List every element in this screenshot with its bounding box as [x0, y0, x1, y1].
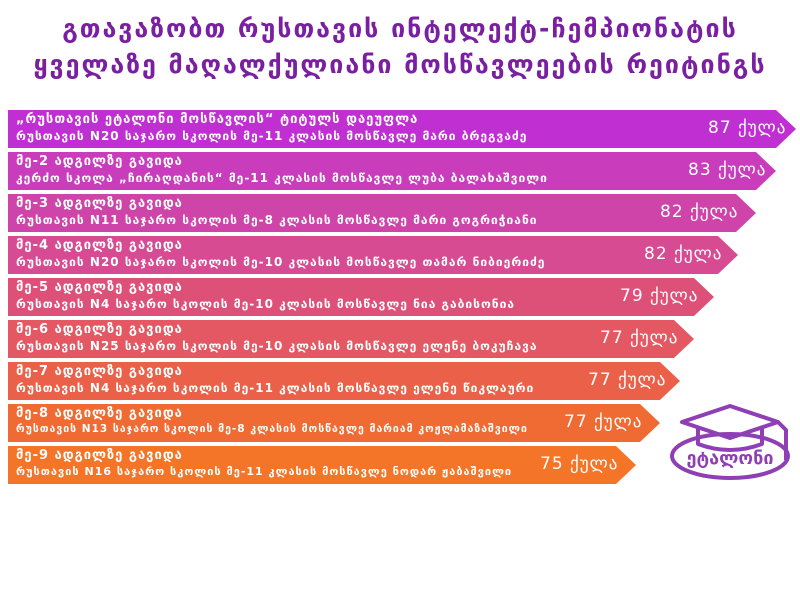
logo-text: ეტალონი — [687, 448, 774, 469]
ranking-student-description: რუსთავის N4 საჯარო სკოლის მე-10 კლასის მ… — [16, 297, 515, 311]
ranking-score: 77 ქულა — [588, 370, 667, 390]
ranking-row: მე-6 ადგილზე გავიდა რუსთავის N25 საჯარო ს… — [8, 320, 694, 358]
ranking-arrow-banner — [8, 110, 796, 148]
ranking-place-label: მე-9 ადგილზე გავიდა — [16, 448, 183, 463]
ranking-student-description: რუსთავის N20 საჯარო სკოლის მე-10 კლასის … — [16, 255, 546, 269]
ranking-score: 77 ქულა — [564, 412, 643, 432]
page-title-line-1: გთავაზობთ რუსთავის ინტელექტ-ჩემპიონატის — [62, 14, 738, 43]
ranking-student-description: რუსთავის N4 საჯარო სკოლის მე-11 კლასის მ… — [16, 381, 535, 395]
ranking-row: მე-8 ადგილზე გავიდა რუსთავის N13 საჯარო ს… — [8, 404, 660, 442]
ranking-row: მე-2 ადგილზე გავიდა კერძო სკოლა „ჩირაღდან… — [8, 152, 776, 190]
page-title-line-2: ყველაზე მაღალქულიანი მოსწავლეების რეიტინ… — [33, 50, 767, 79]
ranking-arrow-banner — [8, 362, 680, 400]
ranking-arrow-banner — [8, 404, 660, 442]
ranking-row: მე-9 ადგილზე გავიდა რუსთავის N16 საჯარო ს… — [8, 446, 636, 484]
ranking-row: მე-3 ადგილზე გავიდა რუსთავის N11 საჯარო ს… — [8, 194, 756, 232]
ranking-arrow-banner — [8, 320, 694, 358]
ranking-place-label: მე-8 ადგილზე გავიდა — [16, 406, 183, 421]
ranking-row: მე-4 ადგილზე გავიდა რუსთავის N20 საჯარო ს… — [8, 236, 738, 274]
ranking-score: 87 ქულა — [708, 118, 787, 138]
ranking-student-description: რუსთავის N25 საჯარო სკოლის მე-10 კლასის … — [16, 339, 538, 353]
ranking-score: 82 ქულა — [660, 202, 739, 222]
ranking-place-label: „რუსთავის ეტალონი მოსწავლის“ ტიტულს დაეუ… — [16, 112, 419, 127]
ranking-score: 82 ქულა — [644, 244, 723, 264]
ranking-arrow-banner — [8, 446, 636, 484]
ranking-student-description: რუსთავის N20 საჯარო სკოლის მე-11 კლასის … — [16, 129, 528, 143]
ranking-place-label: მე-3 ადგილზე გავიდა — [16, 196, 183, 211]
ranking-place-label: მე-7 ადგილზე გავიდა — [16, 364, 183, 379]
ranking-score: 77 ქულა — [600, 328, 679, 348]
etaloni-logo: ეტალონი — [670, 404, 790, 480]
ranking-row: მე-5 ადგილზე გავიდა რუსთავის N4 საჯარო სკ… — [8, 278, 714, 316]
ranking-score: 79 ქულა — [620, 286, 699, 306]
ranking-arrow-banner — [8, 152, 776, 190]
ranking-row: მე-7 ადგილზე გავიდა რუსთავის N4 საჯარო სკ… — [8, 362, 680, 400]
ranking-place-label: მე-4 ადგილზე გავიდა — [16, 238, 183, 253]
ranking-place-label: მე-2 ადგილზე გავიდა — [16, 154, 183, 169]
ranking-arrow-banner — [8, 236, 738, 274]
ranking-place-label: მე-5 ადგილზე გავიდა — [16, 280, 183, 295]
ranking-place-label: მე-6 ადგილზე გავიდა — [16, 322, 183, 337]
ranking-row: „რუსთავის ეტალონი მოსწავლის“ ტიტულს დაეუ… — [8, 110, 796, 148]
ranking-score: 75 ქულა — [540, 454, 619, 474]
ranking-student-description: რუსთავის N16 საჯარო სკოლის მე-11 კლასის … — [16, 465, 513, 478]
ranking-arrow-banner — [8, 194, 756, 232]
ranking-arrow-banner — [8, 278, 714, 316]
ranking-score: 83 ქულა — [688, 160, 767, 180]
ranking-student-description: კერძო სკოლა „ჩირაღდანის“ მე-11 კლასის მო… — [16, 171, 548, 185]
ranking-student-description: რუსთავის N13 საჯარო სკოლის მე-8 კლასის მ… — [16, 423, 528, 435]
ranking-student-description: რუსთავის N11 საჯარო სკოლის მე-8 კლასის მ… — [16, 213, 538, 227]
